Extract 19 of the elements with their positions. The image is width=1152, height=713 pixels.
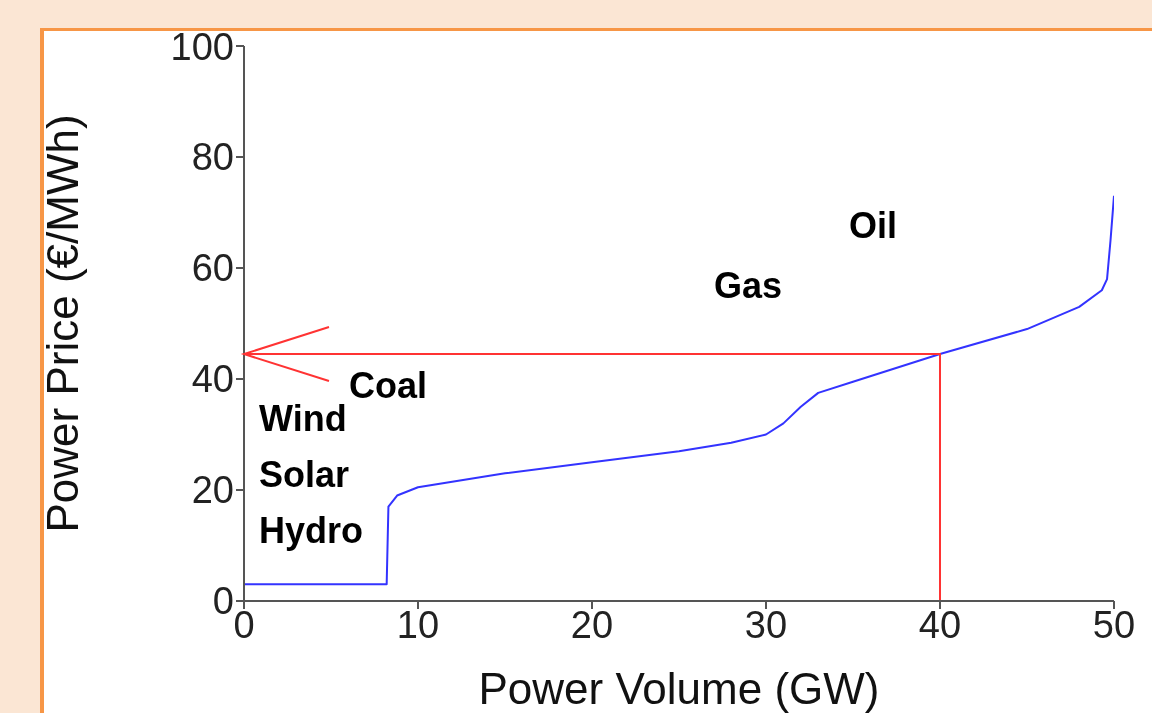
line-series — [244, 194, 1114, 586]
x-tick-label: 50 — [1092, 603, 1136, 646]
annotation: Wind — [259, 398, 347, 439]
annotation: Gas — [714, 265, 783, 306]
y-tick-label: 100 — [170, 25, 234, 68]
y-tick-label: 60 — [191, 247, 234, 290]
y-tick-label: 40 — [191, 358, 234, 401]
annotation: Solar — [259, 454, 350, 495]
x-tick-label: 10 — [396, 603, 440, 646]
x-tick-label: 30 — [744, 603, 788, 646]
y-tick-label: 20 — [191, 469, 234, 512]
annotation: Coal — [349, 365, 428, 406]
x-tick-label: 20 — [570, 603, 614, 646]
annotation: Hydro — [259, 510, 364, 551]
y-axis-title: Power Price (€/MWh) — [37, 114, 87, 533]
annotation: Oil — [849, 205, 898, 246]
x-tick-label: 40 — [918, 603, 962, 646]
y-tick-label: 80 — [191, 136, 234, 179]
x-axis-title: Power Volume (GW) — [478, 664, 880, 713]
